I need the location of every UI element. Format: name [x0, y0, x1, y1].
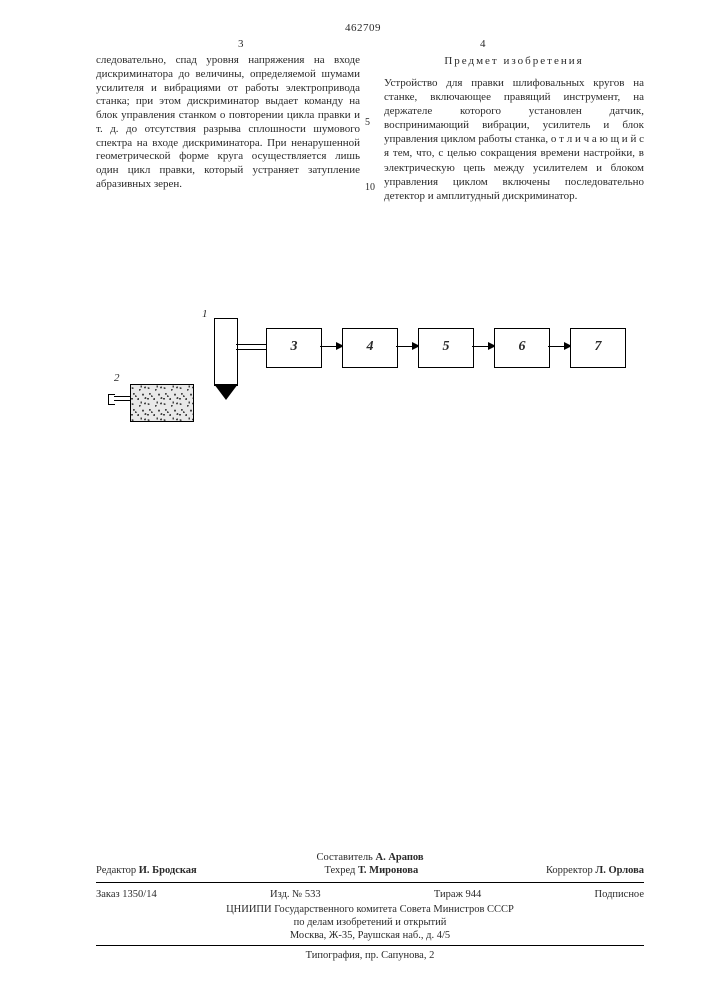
block-3: 3 — [266, 328, 322, 368]
compiler-name: А. Арапов — [375, 852, 423, 863]
line-marker-5: 5 — [365, 117, 370, 128]
tech-label: Техред — [324, 865, 355, 876]
block-5: 5 — [418, 328, 474, 368]
page-number-right: 4 — [480, 38, 486, 50]
claims-text: Устройство для правки шлифовальных круго… — [384, 76, 644, 203]
right-column: Предмет изобретения Устройство для правк… — [384, 54, 644, 203]
block-diagram: 2 1 3 4 5 6 7 — [96, 310, 616, 450]
tech-name: Т. Миронова — [358, 865, 418, 876]
org-address: Москва, Ж-35, Раушская наб., д. 4/5 — [96, 930, 644, 941]
edition-number: Изд. № 533 — [270, 889, 321, 900]
org-line-2: по делам изобретений и открытий — [96, 917, 644, 928]
corrector-label: Корректор — [546, 865, 593, 876]
block-label: 4 — [343, 339, 397, 355]
left-column-text: следовательно, спад уровня напряжения на… — [96, 54, 360, 192]
circulation: Тираж 944 — [434, 889, 481, 900]
tool-holder — [214, 318, 238, 386]
claims-heading: Предмет изобретения — [384, 54, 644, 68]
subscription: Подписное — [595, 889, 644, 900]
corrector-name: Л. Орлова — [595, 865, 644, 876]
block-7: 7 — [570, 328, 626, 368]
footer: Составитель А. Арапов Редактор И. Бродск… — [96, 850, 644, 961]
editor-label: Редактор — [96, 865, 136, 876]
tool-tip-icon — [214, 384, 238, 400]
org-line-1: ЦНИИПИ Государственного комитета Совета … — [96, 904, 644, 915]
wheel-label: 2 — [114, 372, 120, 384]
compiler-label: Составитель — [316, 852, 372, 863]
block-label: 3 — [267, 339, 321, 355]
order-number: Заказ 1350/14 — [96, 889, 157, 900]
divider — [96, 882, 644, 883]
block-label: 7 — [571, 339, 625, 355]
typography-line: Типография, пр. Сапунова, 2 — [96, 950, 644, 961]
block-6: 6 — [494, 328, 550, 368]
block-4: 4 — [342, 328, 398, 368]
editor-name: И. Бродская — [139, 865, 197, 876]
block-label: 5 — [419, 339, 473, 355]
document-number: 462709 — [345, 22, 381, 34]
block-label: 6 — [495, 339, 549, 355]
page-number-left: 3 — [238, 38, 244, 50]
line-marker-10: 10 — [365, 182, 375, 193]
grinding-wheel — [130, 384, 194, 422]
divider — [96, 945, 644, 946]
tool-label: 1 — [202, 308, 208, 320]
